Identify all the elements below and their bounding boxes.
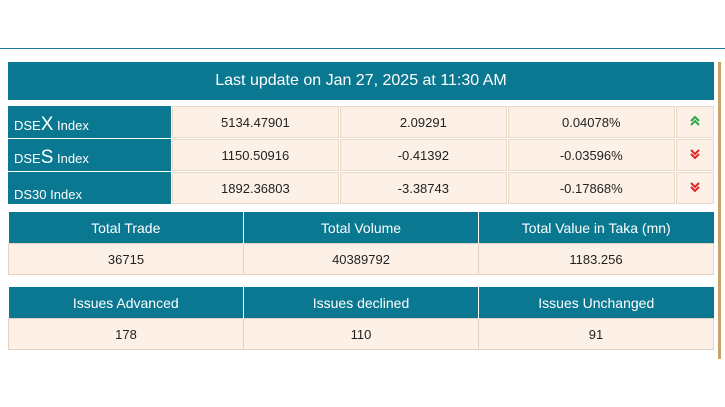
index-name-dses[interactable]: DSES Index [8,139,171,171]
total-trade-value: 36715 [8,243,244,275]
market-summary-panel: Last update on Jan 27, 2025 at 11:30 AM … [8,62,714,205]
total-value-value: 1183.256 [478,243,714,275]
index-percent: -0.17868% [507,172,675,204]
last-update-text: Last update on Jan 27, 2025 at 11:30 AM [215,72,507,89]
double-chevron-up-icon [675,106,714,138]
issues-unchanged-value: 91 [478,318,714,350]
double-chevron-down-icon [675,139,714,171]
total-volume-header: Total Volume [243,212,479,244]
issues-advanced-value: 178 [8,318,244,350]
issues-stats-value-row: 178 110 91 [8,318,714,350]
issues-stats-header-row: Issues Advanced Issues declined Issues U… [8,287,714,319]
side-accent-bar [718,62,721,359]
index-change: -0.41392 [339,139,507,171]
total-trade-header: Total Trade [8,212,244,244]
issues-declined-value: 110 [243,318,479,350]
index-row-dsex: DSEX Index 5134.47901 2.09291 0.04078% [8,106,714,138]
index-table: DSEX Index 5134.47901 2.09291 0.04078% D… [7,105,715,205]
total-volume-value: 40389792 [243,243,479,275]
index-row-ds30: DS30 Index 1892.36803 -3.38743 -0.17868% [8,172,714,204]
index-value: 1892.36803 [171,172,339,204]
index-change: 2.09291 [339,106,507,138]
index-percent: 0.04078% [507,106,675,138]
index-name-dsex[interactable]: DSEX Index [8,106,171,138]
trade-stats-value-row: 36715 40389792 1183.256 [8,243,714,275]
issues-unchanged-header: Issues Unchanged [478,287,714,319]
issues-declined-header: Issues declined [243,287,479,319]
index-row-dses: DSES Index 1150.50916 -0.41392 -0.03596% [8,139,714,171]
issues-stats-table: Issues Advanced Issues declined Issues U… [8,287,714,350]
index-change: -3.38743 [339,172,507,204]
index-name-ds30[interactable]: DS30 Index [8,172,171,204]
index-value: 5134.47901 [171,106,339,138]
issues-advanced-header: Issues Advanced [8,287,244,319]
last-update-header: Last update on Jan 27, 2025 at 11:30 AM [8,62,714,100]
total-value-header: Total Value in Taka (mn) [478,212,714,244]
trade-stats-header-row: Total Trade Total Volume Total Value in … [8,212,714,244]
double-chevron-down-icon [675,172,714,204]
index-percent: -0.03596% [507,139,675,171]
top-divider [0,48,725,49]
trade-stats-table: Total Trade Total Volume Total Value in … [8,212,714,275]
index-value: 1150.50916 [171,139,339,171]
